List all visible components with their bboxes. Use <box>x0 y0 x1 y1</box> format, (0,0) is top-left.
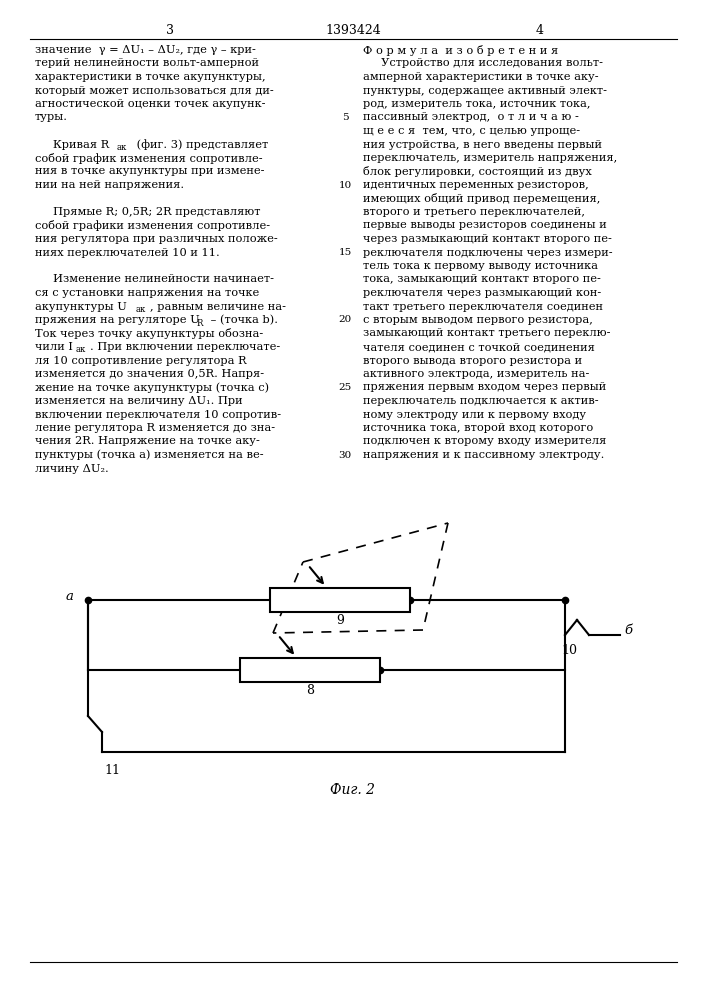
Text: ся с установки напряжения на точке: ся с установки напряжения на точке <box>35 288 259 298</box>
Text: чения 2R. Напряжение на точке аку-: чения 2R. Напряжение на точке аку- <box>35 436 260 446</box>
Text: через размыкающий контакт второго пе-: через размыкающий контакт второго пе- <box>363 234 612 244</box>
Text: ниях переключателей 10 и 11.: ниях переключателей 10 и 11. <box>35 247 220 257</box>
Text: (фиг. 3) представляет: (фиг. 3) представляет <box>133 139 268 150</box>
Text: переключатель подключается к актив-: переключатель подключается к актив- <box>363 396 599 406</box>
Text: второго и третьего переключателей,: второго и третьего переключателей, <box>363 207 585 217</box>
Text: б: б <box>624 624 632 638</box>
Text: источника тока, второй вход которого: источника тока, второй вход которого <box>363 423 593 433</box>
Text: 10: 10 <box>561 645 577 658</box>
Text: пунктуры, содержащее активный элект-: пунктуры, содержащее активный элект- <box>363 86 607 96</box>
Text: 1393424: 1393424 <box>325 24 381 37</box>
Text: второго вывода второго резистора и: второго вывода второго резистора и <box>363 356 582 365</box>
Text: терий нелинейности вольт-амперной: терий нелинейности вольт-амперной <box>35 58 259 68</box>
Text: акупунктуры U: акупунктуры U <box>35 302 127 312</box>
Text: ния устройства, в него введены первый: ния устройства, в него введены первый <box>363 139 602 149</box>
Text: изменяется до значения 0,5R. Напря-: изменяется до значения 0,5R. Напря- <box>35 369 264 379</box>
Text: тока, замыкающий контакт второго пе-: тока, замыкающий контакт второго пе- <box>363 274 601 284</box>
Text: род, измеритель тока, источник тока,: род, измеритель тока, источник тока, <box>363 99 590 109</box>
Text: включении переключателя 10 сопротив-: включении переключателя 10 сопротив- <box>35 410 281 420</box>
Text: агностической оценки точек акупунк-: агностической оценки точек акупунк- <box>35 99 266 109</box>
Text: собой графики изменения сопротивле-: собой графики изменения сопротивле- <box>35 220 270 231</box>
Text: ак: ак <box>76 346 86 355</box>
Text: блок регулировки, состоящий из двух: блок регулировки, состоящий из двух <box>363 166 592 177</box>
Text: туры.: туры. <box>35 112 68 122</box>
Text: подключен к второму входу измерителя: подключен к второму входу измерителя <box>363 436 607 446</box>
Text: ак: ак <box>117 143 127 152</box>
Text: пряжения на регуляторе U: пряжения на регуляторе U <box>35 315 200 325</box>
Text: Кривая R: Кривая R <box>53 139 110 149</box>
Text: жение на точке акупунктуры (точка c): жение на точке акупунктуры (точка c) <box>35 382 269 393</box>
Text: ак: ак <box>136 305 146 314</box>
Text: 9: 9 <box>336 614 344 628</box>
Text: нии на ней напряжения.: нии на ней напряжения. <box>35 180 184 190</box>
Text: первые выводы резисторов соединены и: первые выводы резисторов соединены и <box>363 221 607 231</box>
Text: пассивный электрод,  о т л и ч а ю -: пассивный электрод, о т л и ч а ю - <box>363 112 579 122</box>
Text: Ток через точку акупунктуры обозна-: Ток через точку акупунктуры обозна- <box>35 328 263 339</box>
Text: идентичных переменных резисторов,: идентичных переменных резисторов, <box>363 180 589 190</box>
Text: тель тока к первому выводу источника: тель тока к первому выводу источника <box>363 261 598 271</box>
Text: значение  γ = ΔU₁ – ΔU₂, где γ – кри-: значение γ = ΔU₁ – ΔU₂, где γ – кри- <box>35 45 256 55</box>
Text: реключателя через размыкающий кон-: реключателя через размыкающий кон- <box>363 288 601 298</box>
Text: 25: 25 <box>339 383 351 392</box>
Text: а: а <box>66 589 74 602</box>
Text: – (точка b).: – (точка b). <box>207 315 278 325</box>
Text: такт третьего переключателя соединен: такт третьего переключателя соединен <box>363 302 603 312</box>
Text: Ф о р м у л а  и з о б р е т е н и я: Ф о р м у л а и з о б р е т е н и я <box>363 44 559 55</box>
Text: пунктуры (точка а) изменяется на ве-: пунктуры (точка а) изменяется на ве- <box>35 450 264 460</box>
Text: 8: 8 <box>306 684 314 698</box>
Text: 30: 30 <box>339 450 351 460</box>
Text: активного электрода, измеритель на-: активного электрода, измеритель на- <box>363 369 590 379</box>
Text: 20: 20 <box>339 316 351 324</box>
Text: щ е е с я  тем, что, с целью упроще-: щ е е с я тем, что, с целью упроще- <box>363 126 580 136</box>
Text: чили I: чили I <box>35 342 73 352</box>
Text: Прямые R; 0,5R; 2R представляют: Прямые R; 0,5R; 2R представляют <box>35 207 260 217</box>
Text: личину ΔU₂.: личину ΔU₂. <box>35 464 109 474</box>
Text: собой график изменения сопротивле-: собой график изменения сопротивле- <box>35 152 262 163</box>
Text: чателя соединен с точкой соединения: чателя соединен с точкой соединения <box>363 342 595 352</box>
Text: 3: 3 <box>166 24 174 37</box>
Text: 15: 15 <box>339 248 351 257</box>
Text: переключатель, измеритель напряжения,: переключатель, измеритель напряжения, <box>363 153 617 163</box>
Text: изменяется на величину ΔU₁. При: изменяется на величину ΔU₁. При <box>35 396 243 406</box>
Text: амперной характеристики в точке аку-: амперной характеристики в точке аку- <box>363 72 599 82</box>
Text: Устройство для исследования вольт-: Устройство для исследования вольт- <box>363 58 603 68</box>
Text: Изменение нелинейности начинает-: Изменение нелинейности начинает- <box>35 274 274 284</box>
Text: 4: 4 <box>536 24 544 37</box>
Text: характеристики в точке акупунктуры,: характеристики в точке акупунктуры, <box>35 72 266 82</box>
Text: пряжения первым входом через первый: пряжения первым входом через первый <box>363 382 606 392</box>
Text: , равным величине на-: , равным величине на- <box>150 302 286 312</box>
Text: который может использоваться для ди-: который может использоваться для ди- <box>35 86 274 96</box>
Text: ному электроду или к первому входу: ному электроду или к первому входу <box>363 410 586 420</box>
Text: 11: 11 <box>104 764 120 776</box>
Text: имеющих общий привод перемещения,: имеющих общий привод перемещения, <box>363 193 600 204</box>
Bar <box>270 588 410 612</box>
Text: замыкающий контакт третьего переклю-: замыкающий контакт третьего переклю- <box>363 328 611 338</box>
Text: 10: 10 <box>339 180 351 190</box>
Text: ния регулятора при различных положе-: ния регулятора при различных положе- <box>35 234 278 244</box>
Bar <box>240 658 380 682</box>
Text: Фиг. 2: Фиг. 2 <box>330 783 375 797</box>
Text: . При включении переключате-: . При включении переключате- <box>90 342 280 352</box>
Text: ля 10 сопротивление регулятора R: ля 10 сопротивление регулятора R <box>35 356 247 365</box>
Text: ния в точке акупунктуры при измене-: ния в точке акупунктуры при измене- <box>35 166 264 176</box>
Text: 5: 5 <box>341 113 349 122</box>
Text: напряжения и к пассивному электроду.: напряжения и к пассивному электроду. <box>363 450 604 460</box>
Text: реключателя подключены через измери-: реключателя подключены через измери- <box>363 247 613 257</box>
Text: ление регулятора R изменяется до зна-: ление регулятора R изменяется до зна- <box>35 423 275 433</box>
Text: с вторым выводом первого резистора,: с вторым выводом первого резистора, <box>363 315 593 325</box>
Text: R: R <box>197 318 204 328</box>
